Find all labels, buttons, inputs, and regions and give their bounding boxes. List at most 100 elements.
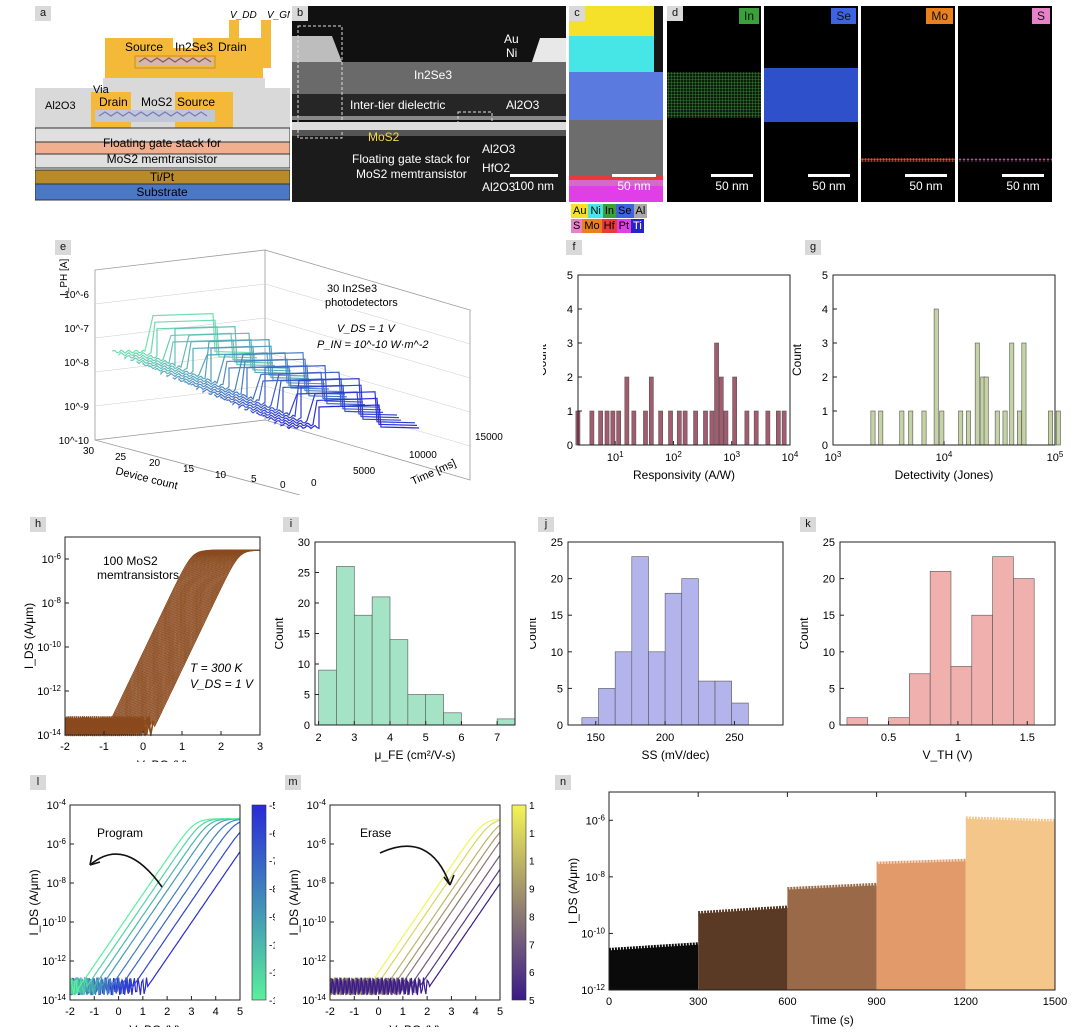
- tick-label: -1: [99, 741, 109, 753]
- panel-label: b: [292, 6, 308, 21]
- tick-label: 103: [723, 450, 740, 464]
- tick-label: 1: [567, 406, 573, 418]
- tick-label: 102: [665, 450, 682, 464]
- tick-label: 4: [473, 1006, 479, 1018]
- panel-label: a: [35, 6, 51, 21]
- arrow-head: [89, 854, 101, 866]
- colorbar-tick: 11: [529, 829, 535, 840]
- photodetector-trace: [250, 384, 384, 414]
- histogram-bar: [604, 410, 610, 446]
- tick-label: 105: [1047, 450, 1064, 464]
- histogram-bar: [425, 694, 444, 726]
- photodetector-trace: [256, 391, 398, 417]
- panel-label: k: [800, 517, 816, 532]
- transfer-curve: [64, 549, 260, 737]
- scale-bar: 50 nm: [901, 174, 951, 193]
- transfer-curve: [329, 883, 501, 996]
- tick-label: 20: [823, 574, 835, 586]
- histogram-bar: [929, 570, 952, 726]
- histogram-bar: [939, 410, 945, 446]
- tick-label: 1: [140, 1006, 146, 1018]
- tick-label: 6: [458, 732, 464, 744]
- legend-ni: Ni: [588, 204, 603, 218]
- annotation: Erase: [360, 826, 392, 840]
- label-drain-bottom: Drain: [99, 95, 128, 109]
- ytick: 10^-9: [64, 402, 89, 413]
- label-al2o3: Al2O3: [506, 98, 540, 112]
- xtick: 10: [215, 470, 227, 481]
- label-fg-line2: MoS2 memtransistor: [107, 152, 218, 166]
- panel-label: e: [55, 240, 71, 255]
- label-vgnd: V_GND: [267, 10, 290, 21]
- histogram-bar: [643, 410, 648, 446]
- histogram-bar: [950, 666, 973, 726]
- tick-label: 1: [822, 406, 828, 418]
- scale-bar: 50 nm: [707, 174, 757, 193]
- eds-map-se: Se 50 nm: [764, 6, 858, 202]
- label-mos2: MoS2: [141, 95, 173, 109]
- retention-segment: [965, 818, 1055, 990]
- tick-label: 5: [557, 683, 563, 695]
- tick-label: 10-12: [581, 983, 605, 997]
- histogram-bar: [958, 410, 964, 446]
- tick-label: 15: [298, 629, 310, 641]
- photodetector-trace: [268, 384, 402, 422]
- panel-label: f: [566, 240, 582, 255]
- label-substrate: Substrate: [136, 185, 188, 199]
- eds-legend: Au Ni In Se Al S Mo Hf Pt Ti: [571, 204, 661, 233]
- tick-label: -1: [89, 1006, 99, 1018]
- stack-al2o3-top: Al2O3: [482, 142, 516, 156]
- element-tag-se: Se: [831, 8, 856, 24]
- tick-label: 2: [424, 1006, 430, 1018]
- colorbar-tick: 8: [529, 912, 535, 923]
- panel-label: i: [283, 517, 299, 532]
- transfer-curve: [69, 818, 240, 996]
- tick-label: 5: [567, 270, 573, 282]
- photodetector-trace: [244, 378, 382, 412]
- histogram-bar: [664, 592, 683, 726]
- legend-s: S: [571, 219, 583, 233]
- axis-label-x: SS (mV/dec): [641, 748, 709, 762]
- ytick: 10^-8: [64, 358, 89, 369]
- panel-label: d: [667, 6, 683, 21]
- histogram-bar: [389, 639, 409, 726]
- tick-label: 3: [351, 732, 357, 744]
- histogram-bar: [718, 376, 724, 446]
- label-in2se3: In2Se3: [175, 40, 213, 54]
- tick-label: -2: [60, 741, 70, 753]
- histogram-bar: [1055, 410, 1061, 446]
- label-source-bottom: Source: [177, 95, 215, 109]
- tick-label: 150: [587, 732, 605, 744]
- panel-m: m 10-1410-1210-1010-810-610-4-2-1012345V…: [280, 775, 541, 1032]
- legend-au: Au: [571, 204, 589, 218]
- tick-label: -1: [349, 1006, 359, 1018]
- histogram-bar: [753, 410, 759, 446]
- tick-label: 5: [497, 1006, 503, 1018]
- histogram-bar: [371, 596, 391, 726]
- label-source-top: Source: [125, 40, 163, 54]
- colorbar-tick: -9: [269, 912, 275, 923]
- photodetector-trace: [136, 339, 274, 365]
- photodetector-trace: [238, 371, 380, 410]
- histogram-bar: [496, 718, 516, 726]
- photodetector-trace: [124, 326, 258, 360]
- tick-label: 3: [567, 338, 573, 350]
- photodetector-trace: [226, 378, 364, 404]
- legend-hf: Hf: [601, 219, 617, 233]
- histogram-bar: [971, 614, 993, 726]
- tick-label: 5: [829, 683, 835, 695]
- histogram-bar: [714, 680, 732, 726]
- element-tag-mo: Mo: [926, 8, 953, 24]
- retention-segment: [698, 907, 788, 990]
- axis-label-x: V_BG (V): [137, 758, 188, 762]
- xtick: 20: [149, 458, 161, 469]
- plot-frame: [64, 536, 261, 736]
- tick-label: 10-14: [42, 993, 66, 1007]
- program-curves: 10-1410-1210-1010-810-610-4-2-1012345V_B…: [27, 798, 284, 1032]
- retention-segment: [787, 885, 877, 990]
- photodetector-trace: [286, 404, 420, 430]
- histogram-bar: [631, 556, 649, 726]
- panel-label: h: [30, 517, 46, 532]
- colorbar-tick: 6: [529, 968, 535, 979]
- transfer-curve: [69, 818, 240, 995]
